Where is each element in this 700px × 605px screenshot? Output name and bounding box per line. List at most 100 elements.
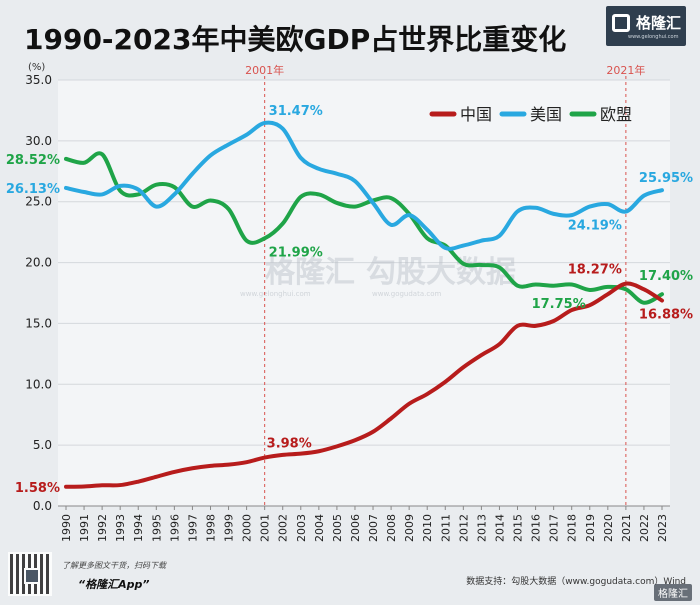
x-tick-label: 1998: [204, 514, 217, 542]
data-point-usa: [264, 122, 265, 123]
x-tick-label: 2006: [349, 514, 362, 542]
x-tick-label: 2009: [403, 514, 416, 542]
watermark-brand: 格隆汇: [265, 255, 355, 290]
data-point-eu: [481, 265, 482, 266]
data-label-eu-2019: 17.75%: [532, 297, 586, 312]
x-tick-label: 2000: [241, 514, 254, 542]
data-point-china: [246, 462, 247, 463]
data-point-usa: [607, 204, 608, 205]
x-tick-label: 1991: [78, 514, 91, 542]
legend-label-eu: 欧盟: [600, 105, 632, 124]
chart-title: 1990-2023年中美欧GDP占世界比重变化: [24, 23, 567, 56]
x-tick-label: 2003: [295, 514, 308, 542]
data-point-china: [264, 457, 265, 458]
x-tick-label: 2019: [584, 514, 597, 542]
data-point-china: [409, 403, 410, 404]
data-label-china-2021: 18.27%: [568, 263, 622, 278]
x-tick-label: 2001: [259, 514, 272, 542]
marker-label-2001: 2001年: [245, 63, 284, 77]
x-tick-label: 2013: [475, 514, 488, 542]
data-point-eu: [138, 194, 139, 195]
watermark-brand-2: 勾股大数据: [366, 255, 516, 290]
x-tick-label: 2004: [313, 514, 326, 542]
data-point-usa: [571, 215, 572, 216]
data-point-eu: [174, 187, 175, 188]
data-point-china: [445, 381, 446, 382]
y-tick-label: 5.0: [33, 438, 52, 452]
data-point-china: [120, 485, 121, 486]
qr-code: [8, 552, 52, 596]
data-point-usa: [138, 189, 139, 190]
data-point-china: [228, 464, 229, 465]
data-point-china: [66, 486, 67, 487]
data-point-eu: [571, 284, 572, 285]
watermark-site: www.gelonghui.com: [240, 290, 311, 298]
x-tick-label: 2016: [530, 514, 543, 542]
data-point-eu: [120, 190, 121, 191]
data-point-usa: [427, 229, 428, 230]
data-point-china: [102, 485, 103, 486]
x-tick-label: 1993: [114, 514, 127, 542]
x-tick-label: 1995: [150, 514, 163, 542]
data-point-china: [282, 454, 283, 455]
data-point-usa: [445, 247, 446, 248]
x-tick-label: 2020: [602, 514, 615, 542]
y-tick-label: 20.0: [25, 256, 52, 270]
x-tick-label: 1994: [132, 514, 145, 542]
data-point-usa: [391, 224, 392, 225]
data-label-usa-2023: 25.95%: [639, 171, 693, 186]
data-point-eu: [535, 284, 536, 285]
y-tick-label: 25.0: [25, 195, 52, 209]
x-tick-label: 1997: [186, 514, 199, 542]
data-point-china: [84, 486, 85, 487]
data-point-china: [517, 325, 518, 326]
y-tick-label: 35.0: [25, 73, 52, 87]
data-point-china: [553, 320, 554, 321]
x-tick-label: 2017: [548, 514, 561, 542]
data-point-eu: [84, 162, 85, 163]
data-point-usa: [535, 207, 536, 208]
data-point-eu: [354, 206, 355, 207]
data-point-china: [354, 440, 355, 441]
data-point-eu: [156, 184, 157, 185]
data-point-usa: [517, 211, 518, 212]
x-tick-label: 2008: [385, 514, 398, 542]
data-point-usa: [246, 134, 247, 135]
data-label-usa-2001: 31.47%: [269, 104, 323, 119]
data-point-usa: [156, 206, 157, 207]
data-point-usa: [192, 173, 193, 174]
plot-area: [58, 80, 670, 506]
data-point-eu: [662, 294, 663, 295]
data-point-eu: [553, 285, 554, 286]
x-tick-label: 2015: [512, 514, 525, 542]
x-tick-label: 2022: [638, 514, 651, 542]
legend-label-china: 中国: [460, 105, 492, 124]
data-point-eu: [391, 198, 392, 199]
data-point-china: [643, 289, 644, 290]
series-line-eu: [64, 151, 664, 305]
data-point-eu: [228, 209, 229, 210]
marker-label-2021: 2021年: [606, 63, 645, 77]
data-point-usa: [318, 168, 319, 169]
data-point-usa: [354, 181, 355, 182]
data-label-china-2001: 3.98%: [267, 437, 312, 452]
data-point-china: [373, 431, 374, 432]
data-label-usa-1990: 26.13%: [6, 182, 60, 197]
brand-logo: 格隆汇 www.gelonghui.com: [606, 6, 686, 46]
data-point-china: [174, 471, 175, 472]
logo-icon: [612, 14, 630, 32]
footer-note: 了解更多图文干货，扫码下载: [62, 561, 166, 570]
x-tick-label: 1999: [223, 514, 236, 542]
data-point-china: [535, 325, 536, 326]
data-point-eu: [643, 302, 644, 303]
data-point-china: [625, 283, 626, 284]
logo-name: 格隆汇: [636, 14, 682, 32]
data-point-eu: [427, 238, 428, 239]
y-tick-label: 10.0: [25, 377, 52, 391]
corner-watermark: 格隆汇: [654, 584, 692, 601]
data-point-eu: [300, 196, 301, 197]
data-point-china: [499, 344, 500, 345]
data-point-eu: [210, 200, 211, 201]
data-point-eu: [589, 289, 590, 290]
